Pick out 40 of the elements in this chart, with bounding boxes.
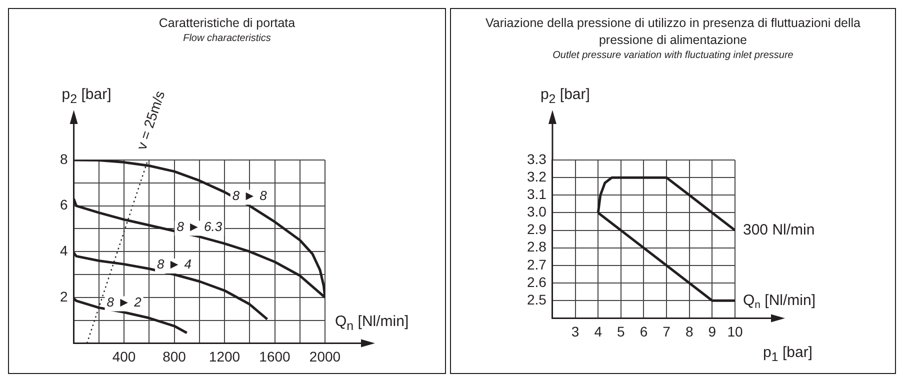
x-tick-label: 400	[112, 348, 136, 364]
series-label: 8 ► 8	[232, 188, 268, 203]
x-tick-label: 10	[727, 323, 743, 340]
y-tick-label: 2.9	[526, 221, 547, 238]
y-tick-label: 6	[60, 196, 68, 213]
y-tick-label: 2	[60, 288, 68, 304]
y-tick-label: 3.1	[526, 186, 547, 202]
y-tick-label: 3.2	[526, 168, 547, 184]
x-tick-label: 3	[571, 323, 580, 340]
x-tick-label: 2000	[309, 348, 341, 364]
y-tick-label: 2.8	[526, 238, 547, 255]
y-tick-label: 2.5	[526, 291, 547, 308]
chart-subtitle: Flow characteristics	[182, 32, 272, 46]
y-tick-label: 4	[60, 242, 68, 258]
y-tick-label: 2.7	[526, 256, 547, 272]
x-tick-label: 1600	[259, 348, 291, 364]
x-tick-label: 4	[594, 323, 602, 340]
chart-title: Variazione della pressione di utilizzo in presenza di fluttuazioni della pressione di alimentazione	[484, 15, 862, 49]
y-axis-title: p$_{2}$ [bar]	[62, 86, 112, 106]
text: v = 25m/s	[133, 88, 168, 152]
x-tick-label: 7	[662, 323, 671, 340]
chart-subtitle: Outlet pressure variation with fluctuating inlet pressure	[552, 49, 794, 63]
x-axis-title: Q$_{n}$ [Nl/min]	[335, 313, 409, 334]
y-tick-label: 3.3	[526, 150, 547, 167]
series-label: 300 Nl/min	[743, 221, 815, 238]
y-tick-label: 8	[60, 150, 68, 167]
x-tick-label: 1200	[208, 348, 240, 364]
y-tick-label: 2.6	[526, 274, 547, 290]
x-tick-label: 6	[640, 323, 648, 340]
x-tick-label: 5	[617, 323, 626, 340]
y-axis-title: p$_{2}$ [bar]	[540, 86, 590, 106]
chart-title: Caratteristiche di portata	[158, 15, 296, 32]
x-axis-title: p$_{1}$ [bar]	[763, 344, 812, 364]
x-tick-label: 800	[162, 348, 186, 364]
series-label: 8 ► 6.3	[176, 218, 223, 234]
x-tick-label: 8	[685, 323, 694, 340]
x-tick-label: 9	[708, 323, 716, 340]
y-tick-label: 3.0	[526, 204, 547, 220]
series-label: 8 ► 4	[156, 256, 192, 272]
series-label: 8 ► 2	[106, 294, 142, 310]
